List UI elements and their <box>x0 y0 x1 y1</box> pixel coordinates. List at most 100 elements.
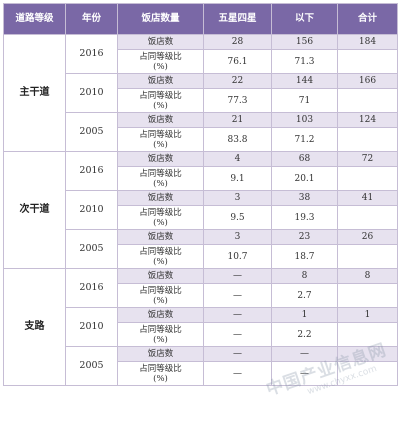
table-row: 2010 饭店数 3 38 41 <box>4 190 398 230</box>
count-below-cell: 156 <box>271 34 338 50</box>
year-cell: 2010 <box>65 307 118 347</box>
table-row: 2005 饭店数 3 23 26 <box>4 229 398 269</box>
table-row: 占同等级比 (%) 10.7 18.7 <box>4 244 398 269</box>
count-five-four-star-cell: 3 <box>203 229 272 245</box>
share-total-cell <box>337 205 398 230</box>
table-row: 占同等级比 (%) 76.1 71.3 <box>4 49 398 74</box>
share-five-four-star-cell: — <box>203 283 272 308</box>
share-label-line1: 占同等级比 <box>139 51 182 62</box>
count-five-four-star-cell: 3 <box>203 190 272 206</box>
row-label-count: 饭店数 <box>117 346 204 362</box>
share-five-four-star-cell: — <box>203 322 272 347</box>
share-label-line2: (%) <box>153 139 168 150</box>
count-below-cell: — <box>271 346 338 362</box>
share-label-line2: (%) <box>153 61 168 72</box>
share-label-line2: (%) <box>153 373 168 384</box>
count-five-four-star-cell: 22 <box>203 73 272 89</box>
table-row: 占同等级比 (%) —2.7 <box>4 283 398 308</box>
count-below-cell: 8 <box>271 268 338 284</box>
count-total-cell: 72 <box>337 151 398 167</box>
row-label-count: 饭店数 <box>117 112 204 128</box>
count-five-four-star-cell: 21 <box>203 112 272 128</box>
share-label-line2: (%) <box>153 295 168 306</box>
table-row: 主干道 2016 饭店数 28 156 184 <box>3 34 398 152</box>
year-cell: 2005 <box>65 346 118 386</box>
row-label-share: 占同等级比 (%) <box>117 166 204 191</box>
row-label-share: 占同等级比 (%) <box>117 127 204 152</box>
row-label-count: 饭店数 <box>117 307 204 323</box>
count-below-cell: 1 <box>271 307 338 323</box>
row-label-share: 占同等级比 (%) <box>117 361 204 386</box>
share-total-cell <box>337 49 398 74</box>
count-total-cell: 184 <box>337 34 398 50</box>
header-road-level: 道路等级 <box>3 3 66 35</box>
count-total-cell: 1 <box>337 307 398 323</box>
table-row: 支路 2016 饭店数 —8 8 <box>3 268 398 386</box>
year-cell: 2016 <box>65 268 118 308</box>
row-label-count: 饭店数 <box>117 190 204 206</box>
share-total-cell <box>337 283 398 308</box>
share-label-line2: (%) <box>153 217 168 228</box>
header-total: 合计 <box>337 3 398 35</box>
count-five-four-star-cell: 4 <box>203 151 272 167</box>
count-below-cell: 103 <box>271 112 338 128</box>
year-cell: 2005 <box>65 229 118 269</box>
row-label-share: 占同等级比 (%) <box>117 205 204 230</box>
count-five-four-star-cell: — <box>203 268 272 284</box>
share-label-line2: (%) <box>153 334 168 345</box>
header-five-four-star: 五星四星 <box>203 3 272 35</box>
count-total-cell: 124 <box>337 112 398 128</box>
table-row: 占同等级比 (%) 9.5 19.3 <box>4 205 398 230</box>
share-five-four-star-cell: 9.5 <box>203 205 272 230</box>
share-label-line1: 占同等级比 <box>139 168 182 179</box>
count-five-four-star-cell: 28 <box>203 34 272 50</box>
header-row: 道路等级 年份 饭店数量 五星四星 以下 合计 <box>3 3 398 35</box>
table-row: 2005 饭店数 21 103 124 <box>4 112 398 152</box>
share-total-cell <box>337 88 398 113</box>
share-below-cell: 2.2 <box>271 322 338 347</box>
table-row: 占同等级比 (%) 9.1 20.1 <box>4 166 398 191</box>
share-five-four-star-cell: 77.3 <box>203 88 272 113</box>
share-label-line1: 占同等级比 <box>139 363 182 374</box>
header-below: 以下 <box>271 3 338 35</box>
row-label-count: 饭店数 <box>117 151 204 167</box>
header-year: 年份 <box>65 3 118 35</box>
count-total-cell <box>337 346 398 362</box>
count-total-cell: 41 <box>337 190 398 206</box>
share-total-cell <box>337 166 398 191</box>
year-cell: 2010 <box>65 190 118 230</box>
count-below-cell: 68 <box>271 151 338 167</box>
share-below-cell: 71.3 <box>271 49 338 74</box>
row-label-share: 占同等级比 (%) <box>117 49 204 74</box>
share-below-cell: 71 <box>271 88 338 113</box>
share-label-line1: 占同等级比 <box>139 90 182 101</box>
road-level-cell: 主干道 <box>3 34 66 152</box>
year-cell: 2016 <box>65 34 118 74</box>
count-total-cell: 8 <box>337 268 398 284</box>
year-cell: 2016 <box>65 151 118 191</box>
share-total-cell <box>337 244 398 269</box>
year-cell: 2010 <box>65 73 118 113</box>
count-total-cell: 26 <box>337 229 398 245</box>
header-hotel-quantity: 饭店数量 <box>117 3 204 35</box>
share-below-cell: 19.3 <box>271 205 338 230</box>
share-label-line2: (%) <box>153 100 168 111</box>
share-five-four-star-cell: 76.1 <box>203 49 272 74</box>
hotel-distribution-table: 道路等级 年份 饭店数量 五星四星 以下 合计 主干道 2016 饭店数 28 156 1… <box>3 3 398 386</box>
share-five-four-star-cell: 83.8 <box>203 127 272 152</box>
share-label-line2: (%) <box>153 256 168 267</box>
row-label-share: 占同等级比 (%) <box>117 322 204 347</box>
count-below-cell: 38 <box>271 190 338 206</box>
row-label-count: 饭店数 <box>117 229 204 245</box>
share-five-four-star-cell: 10.7 <box>203 244 272 269</box>
row-label-count: 饭店数 <box>117 73 204 89</box>
row-label-share: 占同等级比 (%) <box>117 244 204 269</box>
share-label-line1: 占同等级比 <box>139 285 182 296</box>
row-label-count: 饭店数 <box>117 34 204 50</box>
count-five-four-star-cell: — <box>203 307 272 323</box>
table-row: 占同等级比 (%) 83.8 71.2 <box>4 127 398 152</box>
share-label-line1: 占同等级比 <box>139 207 182 218</box>
share-label-line1: 占同等级比 <box>139 129 182 140</box>
table-row: 次干道 2016 饭店数 4 68 72 <box>3 151 398 269</box>
row-label-count: 饭店数 <box>117 268 204 284</box>
